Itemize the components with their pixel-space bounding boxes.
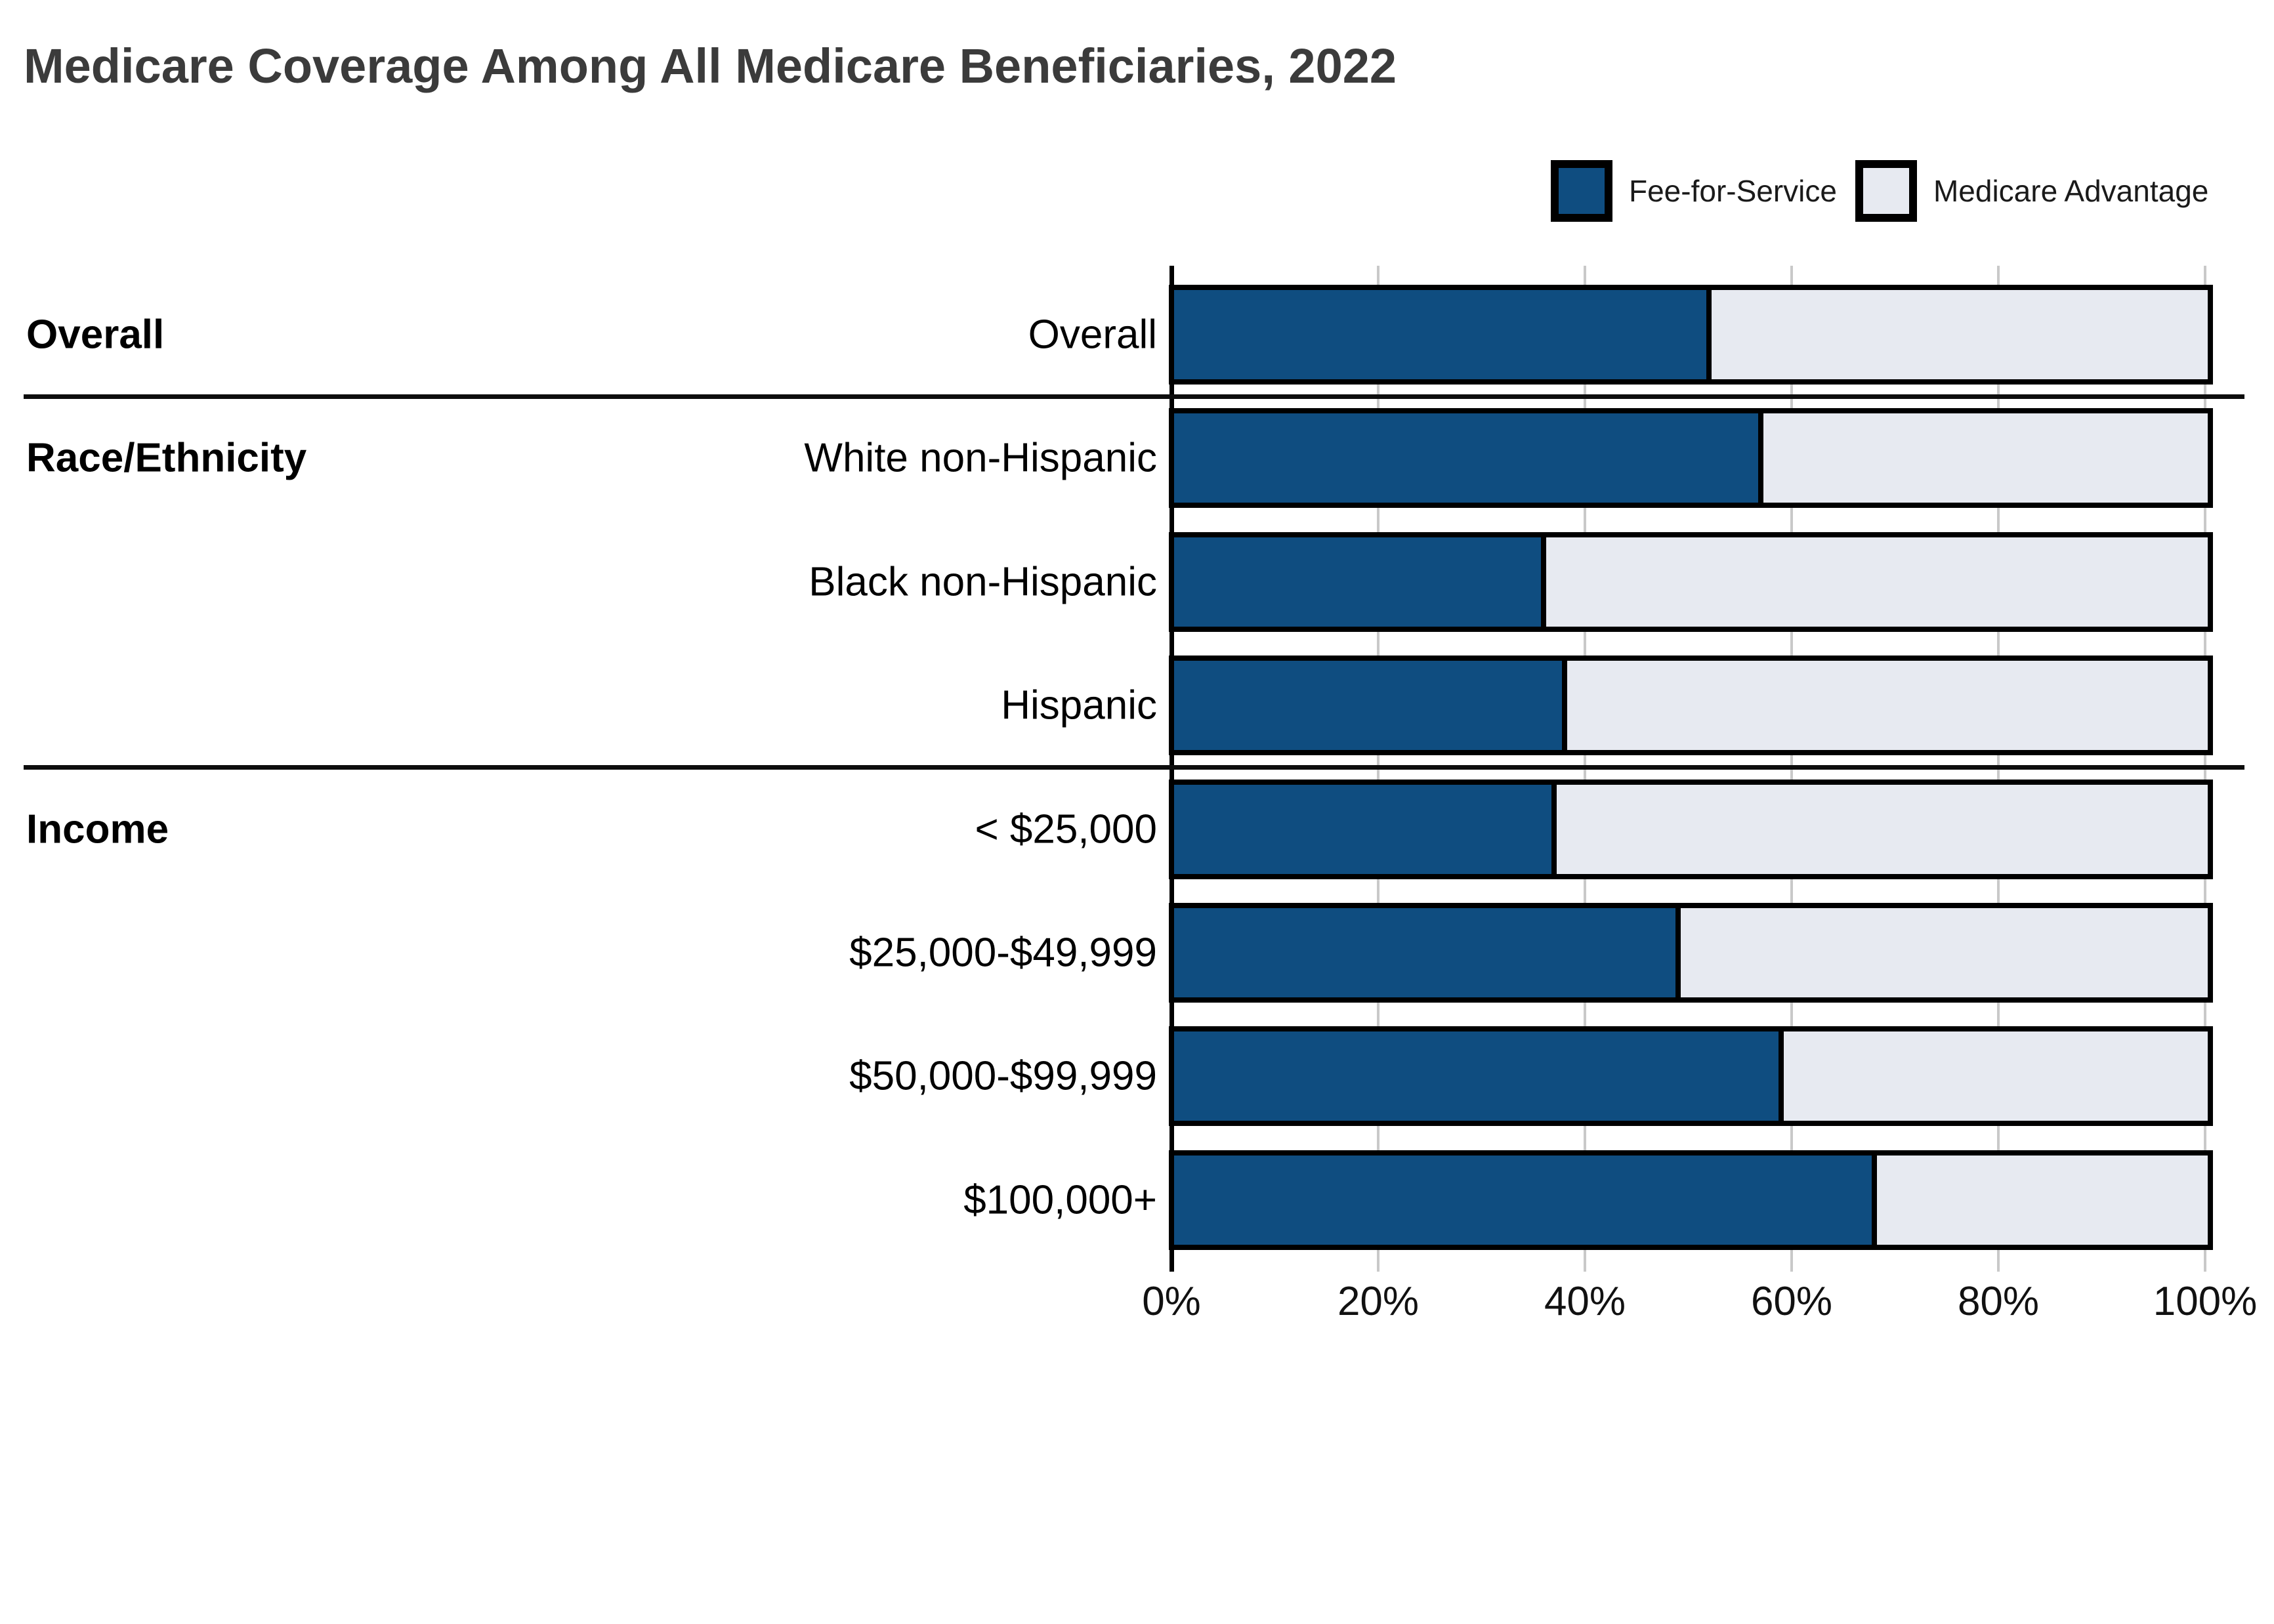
section-separator bbox=[24, 394, 2244, 399]
row-label: $25,000-$49,999 bbox=[849, 930, 1157, 976]
fee-for-service-segment bbox=[1174, 661, 1567, 751]
fee-for-service-segment bbox=[1174, 1155, 1877, 1245]
fee-for-service-segment bbox=[1174, 784, 1557, 874]
x-tick-label: 100% bbox=[2153, 1279, 2258, 1324]
row-label: White non-Hispanic bbox=[804, 435, 1157, 481]
bar-row bbox=[1169, 1026, 2213, 1127]
bar-row bbox=[1169, 903, 2213, 1003]
x-tick-label: 80% bbox=[1957, 1279, 2040, 1324]
fee-for-service-segment bbox=[1174, 413, 1763, 503]
group-label: Race/Ethnicity bbox=[26, 435, 307, 481]
bar-row bbox=[1169, 1150, 2213, 1250]
bar-row bbox=[1169, 285, 2213, 385]
chart-title: Medicare Coverage Among All Medicare Ben… bbox=[24, 39, 1397, 93]
bar-row bbox=[1169, 531, 2213, 632]
group-label: Overall bbox=[26, 312, 165, 358]
medicare-advantage-segment bbox=[1567, 661, 2208, 751]
medicare-advantage-segment bbox=[1877, 1155, 2208, 1245]
row-label: $50,000-$99,999 bbox=[849, 1053, 1157, 1099]
section-separator bbox=[24, 764, 2244, 770]
row-label: Hispanic bbox=[1001, 682, 1157, 728]
medicare-advantage-segment bbox=[1712, 290, 2208, 379]
medicare-advantage-segment bbox=[1546, 537, 2208, 627]
fee-for-service-segment bbox=[1174, 537, 1546, 627]
legend-item-fee-for-service: Fee-for-Service bbox=[1551, 160, 1837, 222]
medicare-advantage-segment bbox=[1556, 784, 2208, 874]
medicare-advantage-segment bbox=[1763, 413, 2208, 503]
bar-row bbox=[1169, 779, 2213, 879]
bar-row bbox=[1169, 656, 2213, 756]
fee-for-service-segment bbox=[1174, 1031, 1784, 1121]
medicare-advantage-swatch-icon bbox=[1855, 160, 1917, 222]
medicare-advantage-segment bbox=[1680, 908, 2208, 997]
row-label: < $25,000 bbox=[975, 806, 1157, 852]
group-label: Income bbox=[26, 806, 169, 852]
legend: Fee-for-Service Medicare Advantage bbox=[1551, 160, 2208, 222]
legend-label: Fee-for-Service bbox=[1629, 174, 1837, 208]
legend-item-medicare-advantage: Medicare Advantage bbox=[1855, 160, 2208, 222]
x-tick-label: 0% bbox=[1142, 1279, 1201, 1324]
fee-for-service-swatch-icon bbox=[1551, 160, 1612, 222]
medicare-advantage-segment bbox=[1784, 1031, 2208, 1121]
x-tick-label: 40% bbox=[1544, 1279, 1626, 1324]
row-label: Overall bbox=[1028, 312, 1157, 358]
fee-for-service-segment bbox=[1174, 908, 1681, 997]
legend-label: Medicare Advantage bbox=[1933, 174, 2209, 208]
bar-row bbox=[1169, 408, 2213, 509]
fee-for-service-segment bbox=[1174, 290, 1712, 379]
row-label: Black non-Hispanic bbox=[809, 559, 1157, 605]
row-label: $100,000+ bbox=[963, 1177, 1157, 1223]
x-tick-label: 60% bbox=[1750, 1279, 1833, 1324]
x-tick-label: 20% bbox=[1337, 1279, 1420, 1324]
